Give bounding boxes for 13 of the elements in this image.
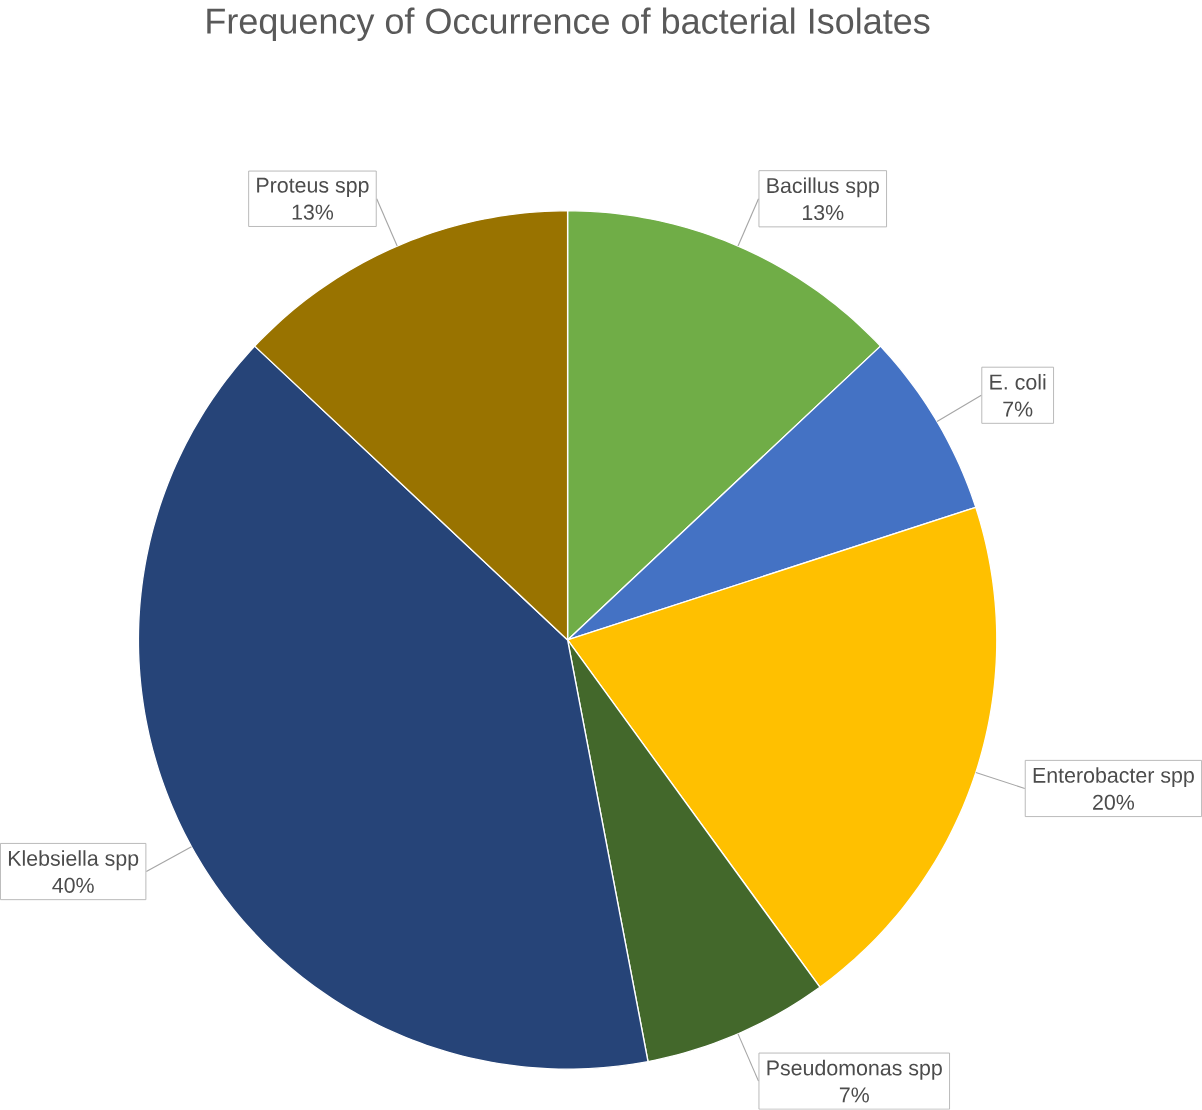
slice-label: Pseudomonas spp [767, 1059, 942, 1080]
slice-label: Klebsiella spp [8, 850, 139, 871]
data-label: 20% [1093, 794, 1135, 811]
data-label: 13% [292, 204, 334, 220]
data-label: 7% [1003, 401, 1033, 417]
slice-label: Enterobacter spp [1033, 767, 1194, 788]
data-label: 40% [52, 877, 94, 894]
data-label: 7% [839, 1087, 869, 1103]
chart-title: Frequency of Occurrence of bacterial Isolates [207, 7, 930, 42]
slice-label: E. coli [990, 374, 1046, 390]
data-label: 13% [802, 205, 844, 221]
slice-label: Bacillus spp [767, 177, 879, 198]
slice-label: Proteus spp [257, 177, 369, 198]
